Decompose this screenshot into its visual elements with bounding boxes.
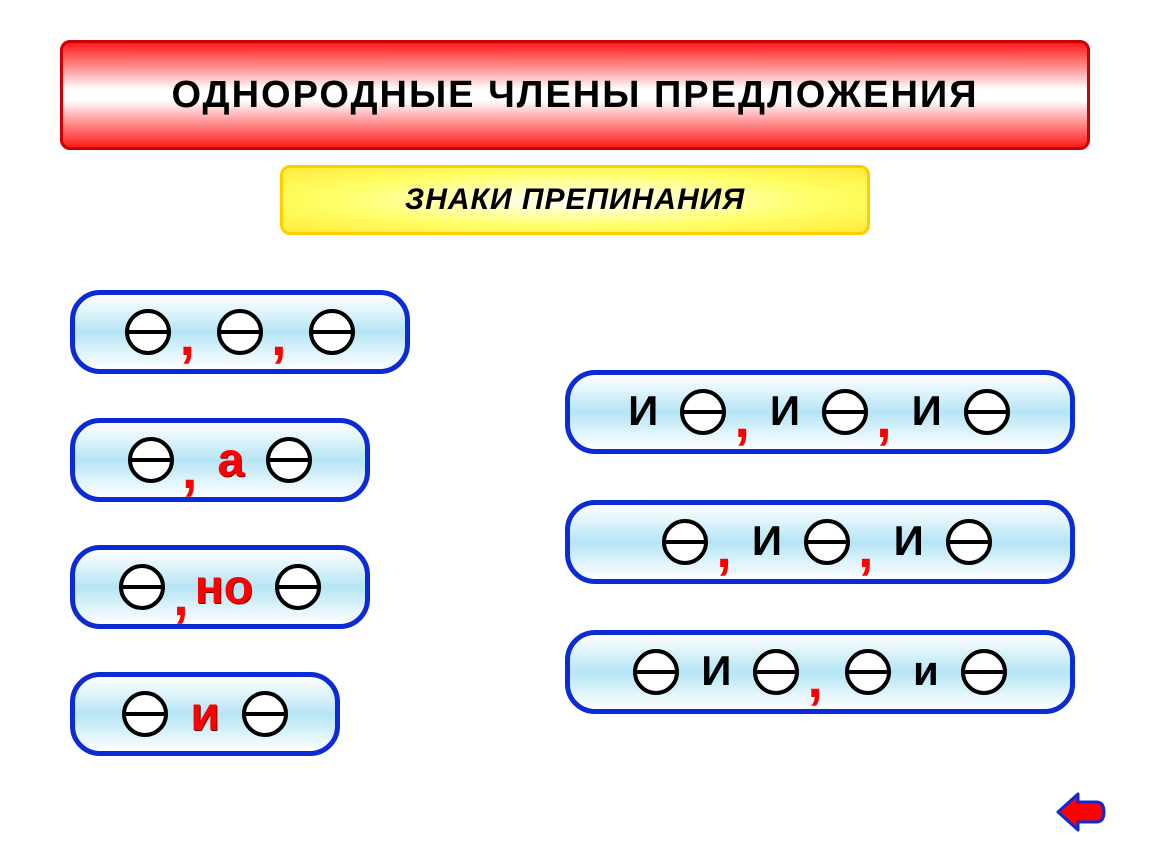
homogeneous-member-icon xyxy=(307,307,357,357)
back-button[interactable] xyxy=(1050,784,1110,839)
conjunction-no: но xyxy=(195,560,253,615)
comma: , xyxy=(716,531,732,565)
comma: , xyxy=(876,401,892,435)
homogeneous-member-icon xyxy=(264,435,314,485)
conjunction-i: И xyxy=(894,517,924,565)
conjunction-i: И xyxy=(752,517,782,565)
comma: , xyxy=(734,401,750,435)
rule-no: ,но xyxy=(70,545,370,629)
conjunction-i: И xyxy=(912,387,942,435)
homogeneous-member-icon xyxy=(959,647,1009,697)
conjunction-i: И xyxy=(701,647,731,695)
homogeneous-member-icon xyxy=(843,647,893,697)
conjunction-i: И xyxy=(628,387,658,435)
rule-oio: , И, И xyxy=(565,500,1075,584)
comma: , xyxy=(179,319,195,353)
homogeneous-member-icon xyxy=(117,562,167,612)
rule-a: ,а xyxy=(70,418,370,502)
homogeneous-member-icon xyxy=(751,647,801,697)
homogeneous-member-icon xyxy=(660,517,710,567)
homogeneous-member-icon xyxy=(678,387,728,437)
homogeneous-member-icon xyxy=(126,435,176,485)
main-title: ОДНОРОДНЫЕ ЧЛЕНЫ ПРЕДЛОЖЕНИЯ xyxy=(60,40,1090,150)
homogeneous-member-icon xyxy=(123,307,173,357)
homogeneous-member-icon xyxy=(802,517,852,567)
rule-pairs: И, и xyxy=(565,630,1075,714)
homogeneous-member-icon xyxy=(215,307,265,357)
comma: , xyxy=(271,319,287,353)
homogeneous-member-icon xyxy=(820,387,870,437)
homogeneous-member-icon xyxy=(240,689,290,739)
sub-title: ЗНАКИ ПРЕПИНАНИЯ xyxy=(280,165,870,235)
homogeneous-member-icon xyxy=(273,562,323,612)
conjunction-i: И xyxy=(770,387,800,435)
rule-ooo: ,, xyxy=(70,290,410,374)
homogeneous-member-icon xyxy=(631,647,681,697)
comma: , xyxy=(807,661,823,695)
homogeneous-member-icon xyxy=(962,387,1012,437)
conjunction-a: а xyxy=(217,433,244,488)
comma: , xyxy=(858,531,874,565)
conjunction-i: и xyxy=(190,687,220,742)
homogeneous-member-icon xyxy=(120,689,170,739)
comma: , xyxy=(173,579,189,613)
rule-i: и xyxy=(70,672,340,756)
conjunction-i: и xyxy=(913,647,939,695)
rule-iii: И, И, И xyxy=(565,370,1075,454)
homogeneous-member-icon xyxy=(944,517,994,567)
comma: , xyxy=(182,452,198,486)
